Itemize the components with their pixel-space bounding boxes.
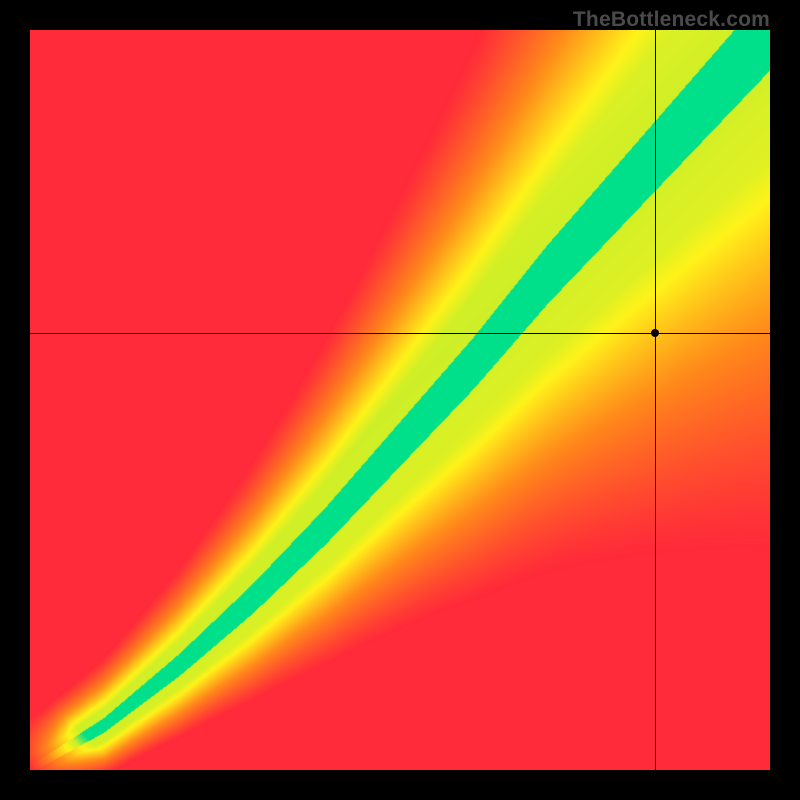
plot-area (30, 30, 770, 770)
heatmap-canvas (30, 30, 770, 770)
watermark-text: TheBottleneck.com (573, 8, 770, 32)
chart-container: TheBottleneck.com (0, 0, 800, 800)
crosshair-marker (651, 329, 659, 337)
crosshair-vertical (655, 30, 656, 770)
